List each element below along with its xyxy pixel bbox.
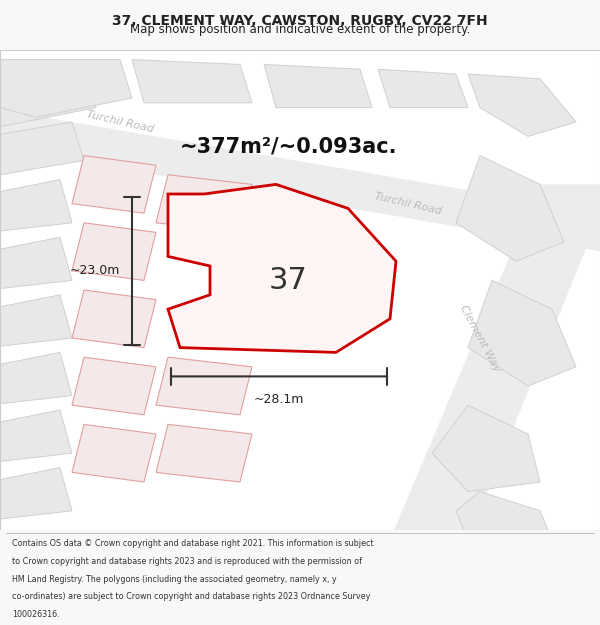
Polygon shape bbox=[0, 468, 72, 521]
Text: Map shows position and indicative extent of the property.: Map shows position and indicative extent… bbox=[130, 23, 470, 36]
Polygon shape bbox=[132, 59, 252, 102]
Text: 100026316.: 100026316. bbox=[12, 610, 59, 619]
Polygon shape bbox=[168, 184, 396, 352]
Polygon shape bbox=[0, 50, 600, 530]
Polygon shape bbox=[378, 69, 468, 108]
Polygon shape bbox=[72, 156, 156, 213]
Polygon shape bbox=[456, 156, 564, 261]
Text: co-ordinates) are subject to Crown copyright and database rights 2023 Ordnance S: co-ordinates) are subject to Crown copyr… bbox=[12, 592, 370, 601]
Text: Contains OS data © Crown copyright and database right 2021. This information is : Contains OS data © Crown copyright and d… bbox=[12, 539, 374, 549]
Polygon shape bbox=[456, 492, 552, 539]
Polygon shape bbox=[468, 281, 576, 386]
Polygon shape bbox=[156, 175, 252, 232]
Text: HM Land Registry. The polygons (including the associated geometry, namely x, y: HM Land Registry. The polygons (includin… bbox=[12, 574, 337, 584]
Text: 37, CLEMENT WAY, CAWSTON, RUGBY, CV22 7FH: 37, CLEMENT WAY, CAWSTON, RUGBY, CV22 7F… bbox=[112, 14, 488, 28]
Polygon shape bbox=[0, 410, 72, 462]
Text: ~23.0m: ~23.0m bbox=[70, 264, 120, 278]
Polygon shape bbox=[0, 295, 72, 348]
Polygon shape bbox=[72, 290, 156, 348]
Polygon shape bbox=[0, 179, 72, 232]
Text: Turchil Road: Turchil Road bbox=[373, 191, 443, 216]
Polygon shape bbox=[0, 352, 72, 405]
Polygon shape bbox=[0, 122, 84, 175]
Polygon shape bbox=[390, 184, 600, 539]
Text: Turchil Roa⁠d: Turchil Roa⁠d bbox=[85, 109, 155, 134]
Polygon shape bbox=[0, 107, 600, 256]
Text: ~28.1m: ~28.1m bbox=[254, 393, 304, 406]
Polygon shape bbox=[156, 357, 252, 415]
Text: Clement Way: Clement Way bbox=[458, 303, 502, 373]
Polygon shape bbox=[0, 59, 132, 118]
Polygon shape bbox=[0, 238, 72, 290]
Polygon shape bbox=[72, 357, 156, 415]
Polygon shape bbox=[72, 424, 156, 482]
Polygon shape bbox=[264, 64, 372, 108]
Polygon shape bbox=[0, 69, 96, 127]
Polygon shape bbox=[156, 424, 252, 482]
Text: ~377m²/~0.093ac.: ~377m²/~0.093ac. bbox=[179, 136, 397, 156]
Text: to Crown copyright and database rights 2023 and is reproduced with the permissio: to Crown copyright and database rights 2… bbox=[12, 557, 362, 566]
Polygon shape bbox=[72, 222, 156, 281]
Polygon shape bbox=[432, 405, 540, 492]
Polygon shape bbox=[468, 74, 576, 136]
Text: 37: 37 bbox=[269, 266, 307, 295]
